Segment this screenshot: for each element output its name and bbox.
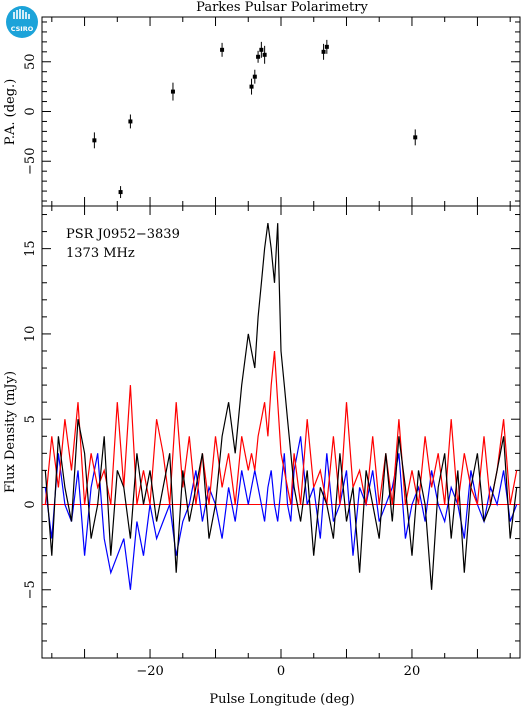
pa-point — [249, 84, 254, 89]
pa-point — [259, 47, 264, 52]
pa-point — [262, 52, 267, 57]
linear-polarization-line — [44, 350, 518, 505]
profile-x-tick-label: −20 — [136, 664, 163, 679]
flux-profile-panel: −5 0 5 10 15 −20 0 20 — [23, 205, 521, 679]
x-axis-label: Pulse Longitude (deg) — [209, 692, 354, 707]
pa-y-tick-label: −50 — [23, 148, 38, 175]
profile-frame — [41, 205, 521, 659]
position-angle-panel: −50 0 50 — [23, 16, 521, 207]
pa-point — [321, 49, 326, 54]
profile-y-tick-label: 5 — [23, 415, 38, 423]
circular-polarization-line — [44, 436, 518, 590]
pa-point — [92, 138, 97, 143]
csiro-logo-circle — [6, 6, 38, 38]
flux-ylabel: Flux Density (mJy) — [3, 371, 18, 493]
pa-ylabel: P.A. (deg.) — [3, 79, 18, 146]
pa-frame — [41, 16, 521, 207]
figure-title: Parkes Pulsar Polarimetry — [196, 0, 368, 15]
profile-y-tick-label: 0 — [23, 500, 38, 508]
pa-y-tick-label: 0 — [23, 107, 38, 115]
pa-point — [220, 47, 225, 52]
csiro-logo: CSIRO — [6, 6, 38, 38]
csiro-logo-mark — [13, 9, 30, 19]
pa-point — [256, 54, 261, 59]
profile-x-tick-label: 20 — [404, 664, 421, 679]
profile-y-tick-label: 15 — [23, 240, 38, 257]
pa-y-tick-label: 50 — [23, 53, 38, 70]
csiro-logo-text: CSIRO — [11, 25, 34, 33]
pa-point — [413, 135, 418, 140]
pa-point — [170, 89, 175, 94]
profile-x-tick-label: 0 — [277, 664, 285, 679]
total-intensity-line — [44, 223, 518, 590]
frequency-annotation: 1373 MHz — [66, 246, 135, 261]
profile-y-tick-label: −5 — [23, 580, 38, 599]
pa-point — [324, 44, 329, 49]
psr-name-annotation: PSR J0952−3839 — [66, 227, 180, 242]
pa-point — [118, 190, 123, 195]
pa-point — [128, 119, 133, 124]
profile-y-tick-label: 10 — [23, 326, 38, 343]
pa-point — [252, 74, 257, 79]
